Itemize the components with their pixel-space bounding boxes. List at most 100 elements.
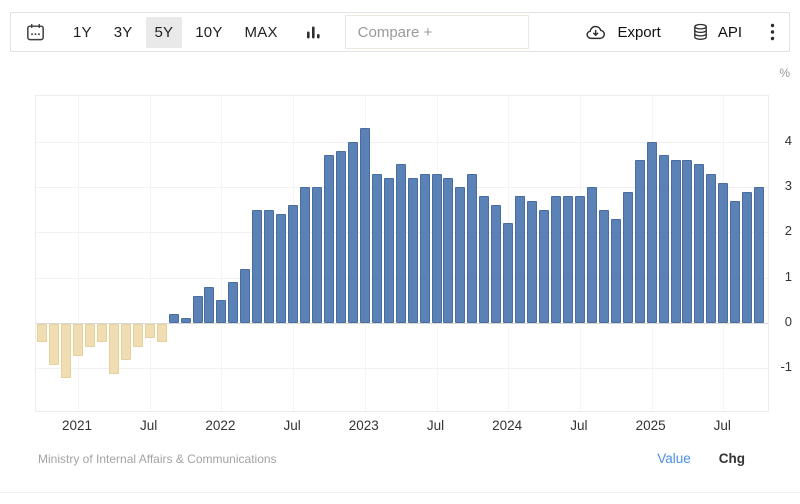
bar-2023-09[interactable]	[455, 187, 466, 323]
bar-2025-01[interactable]	[646, 141, 657, 323]
bar-2025-10[interactable]	[754, 187, 765, 323]
bar-2025-02[interactable]	[658, 155, 669, 323]
bar-2022-08[interactable]	[300, 187, 311, 323]
bar-2021-04[interactable]	[108, 324, 119, 374]
bar-2025-06[interactable]	[706, 173, 717, 323]
bar-2023-06[interactable]	[419, 173, 430, 323]
bar-2024-04[interactable]	[539, 209, 550, 323]
bar-2020-11[interactable]	[49, 324, 60, 365]
gridline-vertical	[221, 96, 223, 411]
x-axis-label: Jul	[713, 418, 731, 433]
bar-2024-10[interactable]	[610, 218, 621, 323]
chg-toggle[interactable]: Chg	[718, 451, 745, 466]
y-axis-label: 4	[784, 132, 792, 148]
chart-region: % 4 3 2 1 0 -1 2021 Jul 2022 Jul 2023 Jul 2024 Jul 20…	[0, 52, 800, 504]
bar-2023-08[interactable]	[443, 178, 454, 323]
x-axis-label: 2024	[492, 418, 523, 433]
export-cloud-icon	[584, 22, 609, 42]
bar-2023-11[interactable]	[479, 196, 490, 323]
bar-2024-03[interactable]	[527, 200, 538, 323]
x-axis-label: Jul	[426, 418, 445, 433]
bar-2022-05[interactable]	[264, 209, 275, 323]
bar-2025-03[interactable]	[670, 159, 681, 323]
value-toggle[interactable]: Value	[657, 451, 691, 466]
bar-2024-09[interactable]	[598, 209, 609, 323]
bar-2021-01[interactable]	[73, 324, 83, 356]
bar-2024-11[interactable]	[622, 191, 633, 323]
bar-2022-01[interactable]	[216, 300, 227, 323]
bar-2021-09[interactable]	[168, 313, 179, 323]
range-button-10y[interactable]: 10Y	[195, 23, 223, 41]
bar-2023-01[interactable]	[359, 128, 370, 323]
bar-2021-07[interactable]	[144, 324, 155, 338]
zero-gridline	[36, 323, 768, 324]
bar-2025-09[interactable]	[742, 191, 753, 323]
gridline	[36, 141, 768, 143]
range-button-5y[interactable]: 5Y	[145, 16, 183, 48]
range-selector: 1Y 3Y 5Y 10Y MAX	[64, 16, 291, 48]
bar-2022-02[interactable]	[228, 282, 239, 323]
bar-2024-05[interactable]	[551, 196, 561, 323]
gridline-vertical	[149, 96, 151, 411]
bar-2024-01[interactable]	[503, 223, 514, 323]
bar-2025-04[interactable]	[682, 159, 693, 323]
bar-2020-12[interactable]	[61, 324, 72, 379]
bar-2023-10[interactable]	[467, 173, 478, 323]
x-axis-label: 2022	[205, 418, 236, 433]
bar-2024-06[interactable]	[562, 196, 573, 323]
compare-field-wrap	[344, 15, 529, 49]
calendar-button[interactable]	[25, 22, 46, 43]
chart-type-button[interactable]	[305, 23, 323, 41]
bar-2021-12[interactable]	[204, 286, 215, 323]
bar-2022-11[interactable]	[335, 150, 346, 323]
bar-2021-08[interactable]	[156, 324, 167, 343]
bar-2024-07[interactable]	[574, 196, 585, 323]
compare-input[interactable]	[344, 15, 529, 49]
bar-2021-03[interactable]	[96, 324, 107, 343]
bar-2025-08[interactable]	[730, 200, 741, 323]
bar-2025-07[interactable]	[718, 182, 729, 323]
bar-2024-08[interactable]	[586, 187, 597, 323]
bar-2023-02[interactable]	[371, 173, 382, 323]
bar-2021-02[interactable]	[84, 324, 95, 347]
bar-2023-03[interactable]	[383, 178, 394, 323]
bar-2025-05[interactable]	[694, 164, 705, 323]
bar-2021-05[interactable]	[120, 324, 131, 361]
bar-2023-07[interactable]	[431, 173, 442, 323]
bar-2023-12[interactable]	[491, 205, 502, 323]
y-axis-label: 3	[784, 178, 792, 194]
api-label: API	[717, 23, 742, 41]
bar-2021-06[interactable]	[132, 324, 143, 347]
bar-2024-02[interactable]	[515, 196, 526, 323]
y-axis-label: 2	[784, 223, 792, 239]
x-axis-label: 2025	[635, 418, 666, 433]
bar-chart-icon	[305, 23, 323, 41]
bar-2022-04[interactable]	[252, 209, 263, 323]
chart-toolbar: 1Y 3Y 5Y 10Y MAX	[10, 12, 790, 52]
y-axis-label: 0	[784, 314, 792, 329]
series-toggles: Value Chg	[657, 451, 745, 466]
x-axis-label: Jul	[140, 418, 158, 433]
bar-2023-05[interactable]	[407, 178, 418, 323]
api-button[interactable]: API	[691, 22, 742, 42]
bar-2022-12[interactable]	[347, 141, 358, 323]
bar-2022-09[interactable]	[312, 187, 322, 323]
y-axis-unit: %	[779, 66, 790, 80]
bar-2023-04[interactable]	[395, 164, 406, 323]
export-button[interactable]: Export	[584, 22, 661, 42]
bar-2020-10[interactable]	[37, 324, 48, 343]
bar-2024-12[interactable]	[634, 159, 645, 323]
bar-2022-07[interactable]	[288, 205, 299, 323]
bar-2022-10[interactable]	[323, 155, 334, 323]
range-button-3y[interactable]: 3Y	[113, 23, 133, 41]
bar-2021-10[interactable]	[180, 318, 191, 323]
range-button-1y[interactable]: 1Y	[73, 23, 92, 41]
bar-2022-03[interactable]	[240, 268, 251, 323]
bar-2022-06[interactable]	[276, 214, 287, 323]
gridline	[36, 368, 768, 370]
more-menu-button[interactable]	[770, 22, 775, 42]
widget-bottom-divider	[0, 492, 800, 493]
bar-2021-11[interactable]	[192, 295, 203, 323]
range-button-max[interactable]: MAX	[244, 23, 278, 41]
export-label: Export	[617, 23, 661, 41]
